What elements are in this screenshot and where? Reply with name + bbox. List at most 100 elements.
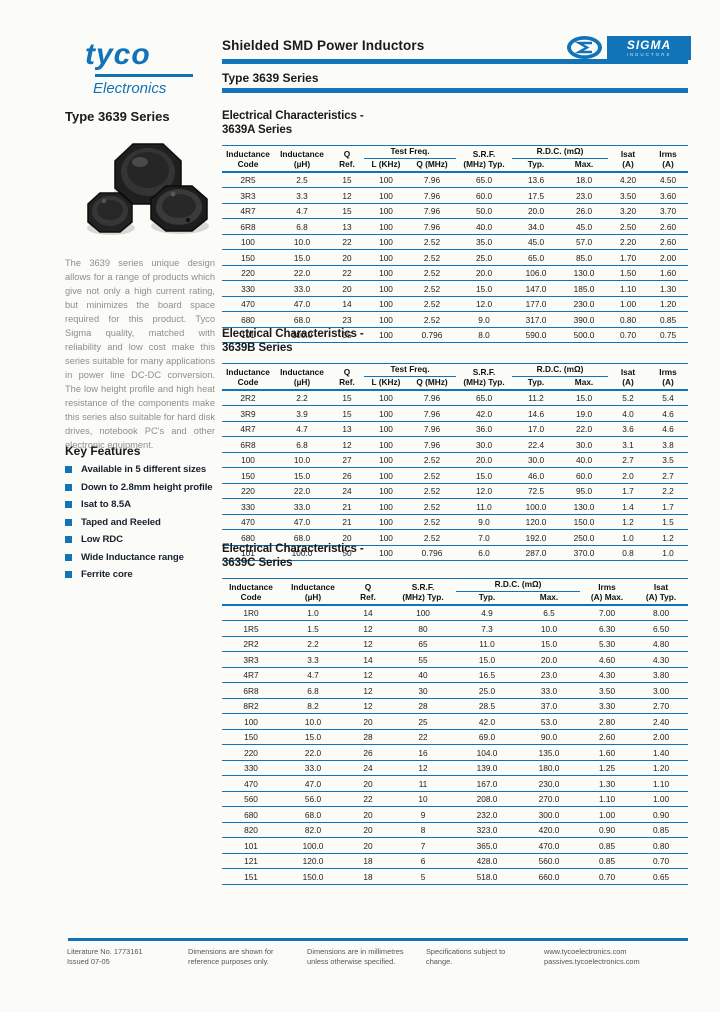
table-row: 150 15.0 28 22 69.0 90.0 2.60 2.00 [222,729,689,744]
table-cell: 12 [363,670,373,681]
table-cell: 2.00 [652,732,670,743]
table-cell: 100 [416,608,430,619]
column-subheader: Max. [574,376,594,387]
column-header: Isat (A) Typ. [645,582,677,602]
table-cell: 820 [244,825,258,836]
table-cell: 55 [418,654,428,665]
table-cell: 4.60 [598,654,616,665]
table-cell: 22.0 [293,268,311,279]
column-group-header: Test Freq. [364,145,457,159]
table-cell: 15.0 [293,252,311,263]
table-row: 820 82.0 20 8 323.0 420.0 0.90 0.85 [222,822,689,837]
table-cell: 20.0 [527,206,545,217]
table-cell: 100 [379,439,393,450]
table-cell: 14 [363,608,373,619]
table-cell: 100 [379,190,393,201]
table-title-line2: 3639C Series [222,556,293,569]
table-cell: 15.0 [475,470,493,481]
table-cell: 45.0 [575,221,593,232]
table-cell: 1.60 [598,747,616,758]
table-cell: 330 [244,763,258,774]
table-cell: 230.0 [538,778,560,789]
table-cell: 6.8 [296,221,308,232]
bullet-square-icon [65,483,72,491]
table-cell: 26 [363,747,373,758]
table-cell: 13.6 [527,175,545,186]
table-cell: 33.0 [540,685,558,696]
table-cell: 35 [342,330,352,341]
table-cell: 3.80 [652,670,670,681]
footer-url-primary: www.tycoelectronics.com [544,947,627,956]
table-cell: 7.96 [423,190,441,201]
table-cell: 1.20 [659,299,677,310]
table-cell: 1.4 [622,501,634,512]
table-cell: 101 [241,330,255,341]
table-cell: 1.2 [622,517,634,528]
table-cell: 20.0 [540,654,558,665]
column-group-header: R.D.C. (mΩ) [456,578,581,592]
table-cell: 106.0 [525,268,547,279]
table-cell: 680 [241,314,255,325]
page-title: Shielded SMD Power Inductors [222,38,425,53]
table-cell: 1.50 [619,268,637,279]
table-row: 1R5 1.5 12 80 7.3 10.0 6.30 6.50 [222,620,689,636]
table-cell: 2.52 [423,501,441,512]
table-cell: 15 [342,408,352,419]
table-row: 2R5 2.5 15 100 7.96 65.0 13.6 18.0 4.20 4.50 [222,172,688,188]
table-cell: 220 [241,486,255,497]
feature-item: Taped and Reeled [65,517,220,528]
table-cell: 220 [241,268,255,279]
table-cell: 100 [379,455,393,466]
table-row: 220 22.0 22 100 2.52 20.0 106.0 130.0 1.50 1.60 [222,265,689,280]
table-cell: 3R9 [240,408,256,419]
table-cell: 15.0 [540,639,558,650]
table-cell: 3.8 [662,439,674,450]
table-cell: 100 [244,716,258,727]
table-title-line1: Electrical Characteristics - [222,543,364,555]
table-cell: 100 [379,408,393,419]
table-cell: 26.0 [575,206,593,217]
table-cell: 3.50 [598,685,616,696]
table-cell: 7.96 [423,424,441,435]
table-cell: 560.0 [538,856,560,867]
table-row: 470 47.0 20 11 167.0 230.0 1.30 1.10 [222,775,689,791]
column-subheader: Max. [574,158,594,169]
footer-text: Literature No. 1773161 [67,947,143,956]
feature-label: Isat to 8.5A [81,499,131,510]
column-header: Inductance (µH) [280,149,324,169]
table-cell: 18.0 [575,175,593,186]
bullet-square-icon [65,571,72,578]
table-cell: 100 [379,283,393,294]
table-row: 101 100.0 50 100 0.796 6.0 287.0 370.0 0.8 1.0 [222,545,689,560]
table-cell: 370.0 [573,548,595,559]
table-3639b: Inductance Code Inductance (µH) Q Ref. Test Fr… [222,363,689,562]
table-cell: 0.796 [421,330,443,341]
table-cell: 0.80 [619,314,637,325]
table-cell: 420.0 [538,825,560,836]
table-cell: 47.0 [293,517,311,528]
series-description: The 3639 series unique design allows for… [65,258,215,450]
footer-note-dimensions-ref: Dimensions are shown for reference purpo… [188,947,306,966]
table-cell: 22.4 [527,439,545,450]
table-cell: 4.20 [619,175,637,186]
table-cell: 17.0 [527,424,545,435]
table-title-line1: Electrical Characteristics - [222,110,364,122]
table-cell: 22.0 [575,424,593,435]
table-cell: 2.7 [662,470,674,481]
table-cell: 9 [420,809,426,820]
table-cell: 1R0 [243,608,259,619]
table-cell: 9.0 [478,517,490,528]
footer-text: change. [426,956,453,966]
table-cell: 3R3 [240,190,256,201]
table-row: 220 22.0 26 16 104.0 135.0 1.60 1.40 [222,744,689,760]
table-cell: 30.0 [527,455,545,466]
column-header: Isat (A) [620,367,636,387]
table-cell: 300.0 [538,809,560,820]
table-row: 151 150.0 18 5 518.0 660.0 0.70 0.65 [222,868,689,884]
footer-note-specs: Specifications subject to change. [426,947,544,966]
table-cell: 150 [241,470,255,481]
table-cell: 3.3 [307,654,319,665]
table-title: Electrical Characteristics - 3639C Serie… [222,543,688,570]
table-cell: 470 [244,778,258,789]
table-cell: 5 [420,871,426,882]
